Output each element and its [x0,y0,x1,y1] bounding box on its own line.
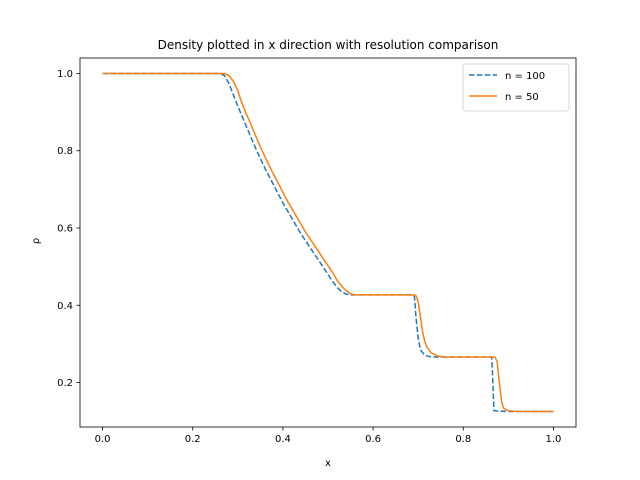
x-tick-label: 0.6 [365,434,381,445]
axes-frame [79,57,577,428]
legend: n = 100 n = 50 [462,63,570,112]
x-tick-label: 1.0 [546,434,562,445]
x-axis-label: x [325,458,331,469]
y-tick-label: 0.4 [57,301,73,312]
legend-label: n = 50 [505,92,539,103]
y-tick-label: 1.0 [57,69,73,80]
y-tick-label: 0.8 [57,146,73,157]
y-axis-label: ρ [31,238,42,244]
chart-title: Density plotted in x direction with reso… [158,38,499,52]
x-tick-label: 0.0 [95,434,111,445]
x-tick-label: 0.2 [185,434,201,445]
series-line-2 [102,72,554,413]
legend-label: n = 100 [505,71,545,82]
x-tick-label: 0.4 [275,434,291,445]
x-tick-label: 0.8 [455,434,471,445]
y-tick-label: 0.2 [57,378,73,389]
plot-area: 0.0 0.2 0.4 0.6 0.8 1.0 0.2 0.4 0.6 0.8 1.0 [57,57,577,445]
y-tick-label: 0.6 [57,224,73,235]
